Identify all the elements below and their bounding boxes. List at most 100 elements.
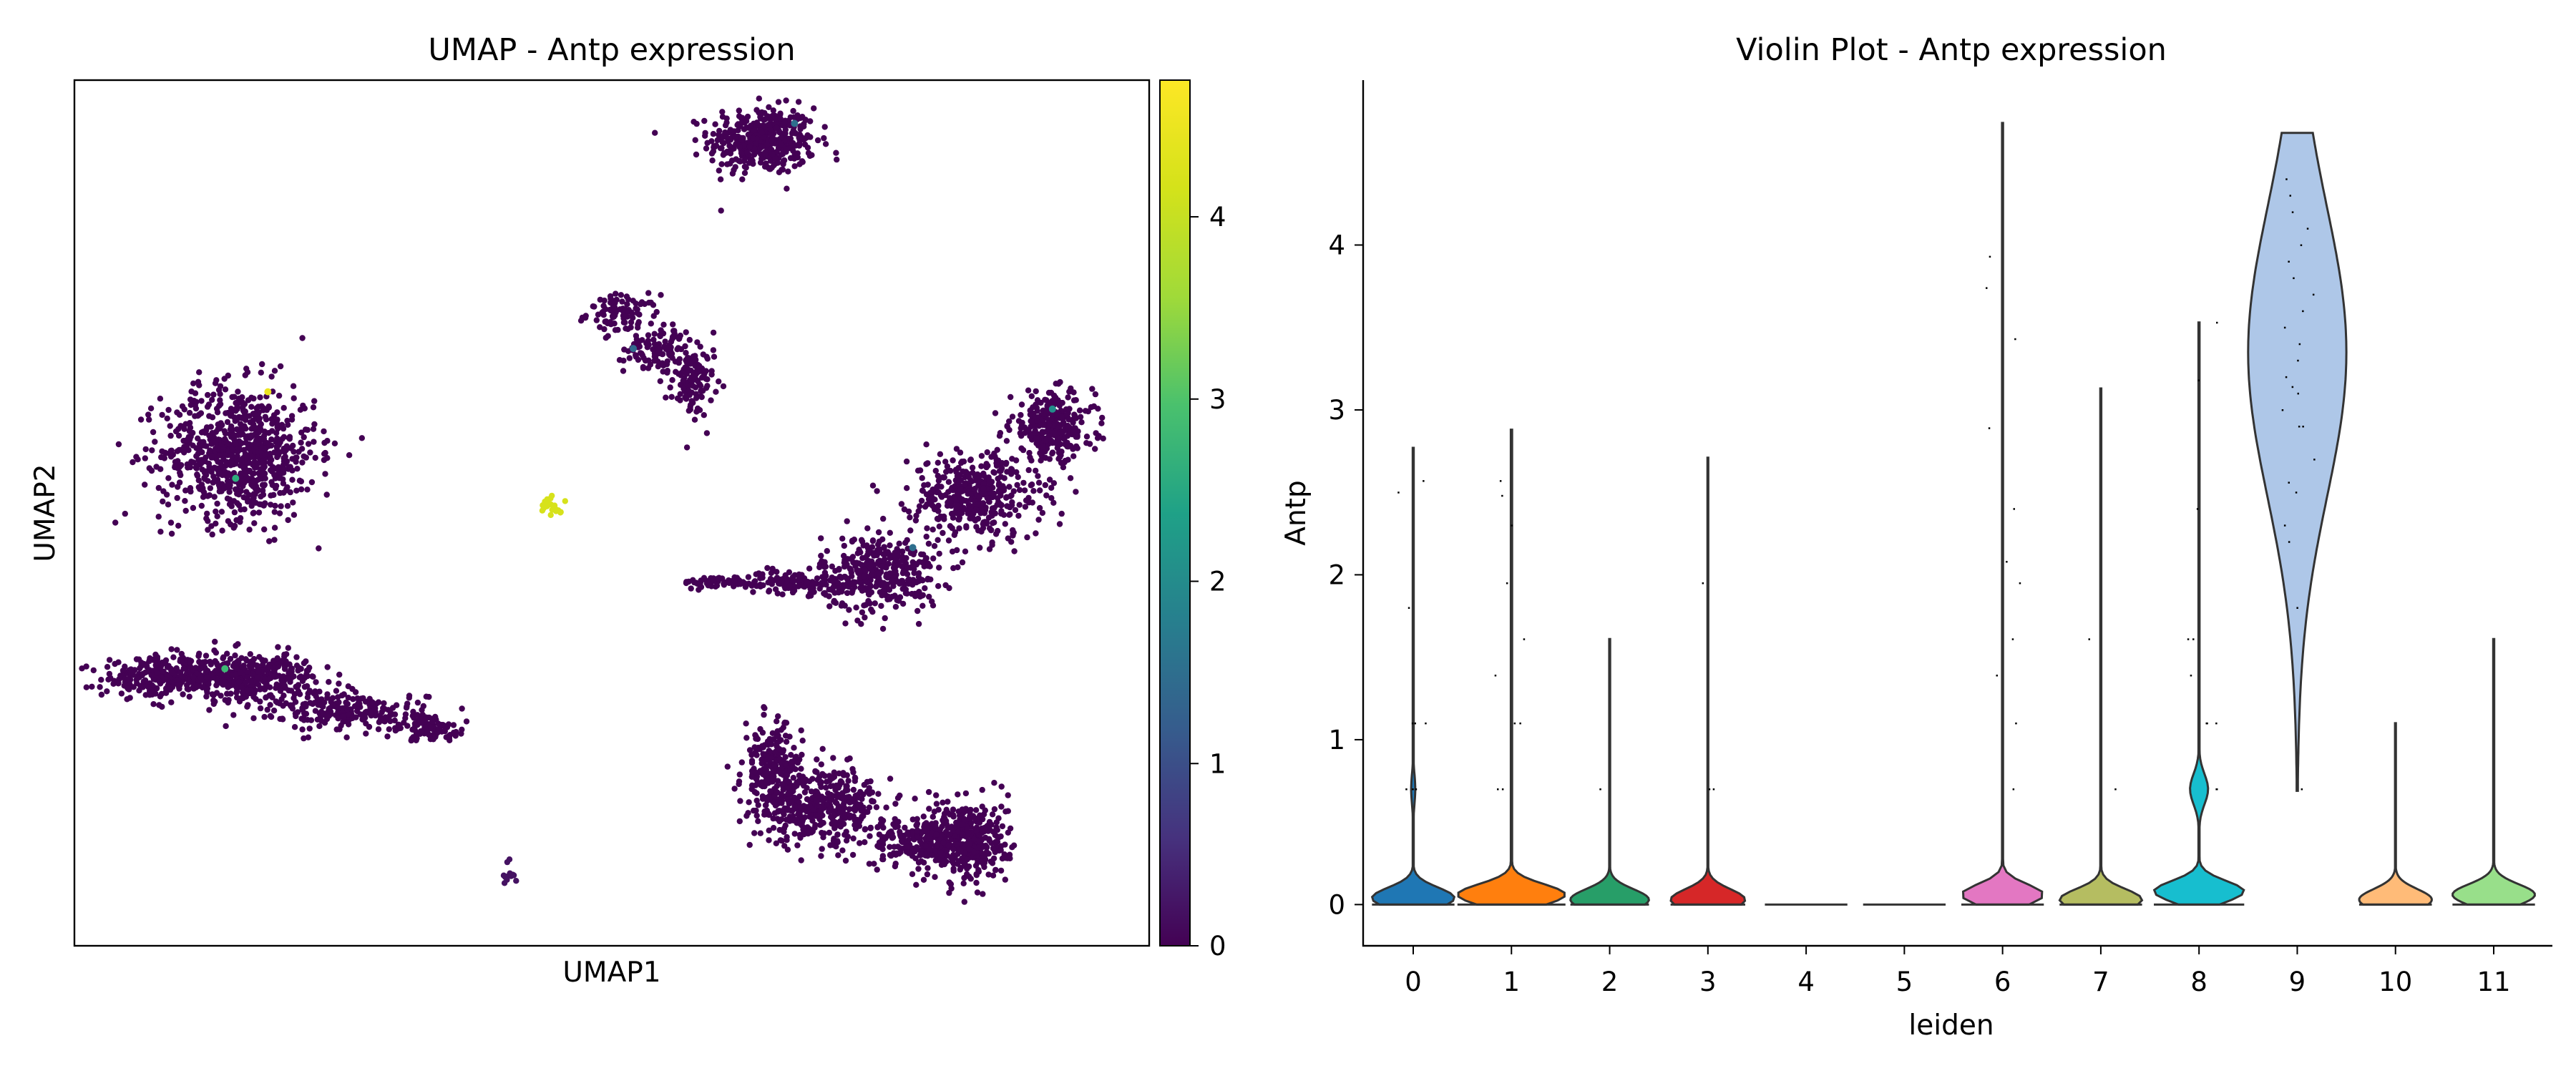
umap-point [210, 692, 217, 698]
umap-point [192, 405, 200, 412]
umap-point [160, 488, 167, 494]
umap-point [909, 871, 916, 878]
umap-point [1048, 416, 1055, 422]
umap-point [229, 672, 235, 678]
umap-point [250, 655, 258, 662]
umap-point [906, 576, 912, 582]
umap-point [1089, 386, 1096, 392]
umap-point [1070, 453, 1077, 459]
umap-point [1024, 534, 1030, 541]
umap-point [674, 395, 681, 402]
umap-point [289, 705, 296, 712]
umap-point [182, 507, 189, 514]
umap-point [776, 745, 783, 753]
umap-point [915, 570, 922, 577]
umap-point [778, 142, 784, 148]
umap-point [811, 824, 818, 831]
umap-point [970, 469, 976, 476]
umap-point [1035, 479, 1043, 486]
umap-point [1060, 419, 1067, 426]
umap-point [345, 683, 351, 690]
umap-point [198, 398, 205, 404]
umap-point [795, 583, 801, 590]
umap-point [892, 568, 898, 574]
umap-point [601, 326, 608, 333]
umap-point [807, 812, 814, 818]
umap-point [916, 503, 923, 509]
umap-point [855, 801, 862, 808]
umap-point [804, 796, 811, 803]
umap-point [1054, 411, 1060, 418]
umap-point [1092, 391, 1099, 398]
umap-point [790, 107, 796, 114]
umap-point [424, 730, 431, 736]
umap-point [235, 678, 243, 685]
umap-point [253, 696, 259, 703]
umap-point [187, 488, 194, 495]
umap-point [427, 723, 434, 730]
umap-point [208, 424, 214, 430]
umap-point [355, 700, 361, 707]
umap-point [1046, 476, 1053, 483]
umap-point [195, 484, 202, 491]
umap-point [1043, 408, 1050, 414]
umap-point [883, 573, 889, 580]
umap-point [858, 621, 864, 627]
umap-point [978, 463, 985, 469]
umap-point [919, 475, 925, 481]
umap-point [880, 515, 887, 522]
umap-point [798, 727, 804, 734]
umap-point [278, 503, 284, 509]
umap-point [762, 116, 769, 122]
umap-point [775, 713, 781, 720]
umap-point [265, 430, 272, 436]
umap-point [770, 768, 777, 775]
umap-point [997, 468, 1004, 474]
umap-point [250, 479, 256, 485]
umap-point [235, 388, 241, 395]
umap-point [233, 426, 240, 433]
umap-point [577, 318, 585, 324]
umap-point [983, 461, 990, 467]
umap-point [352, 689, 359, 695]
umap-point [728, 146, 735, 153]
umap-point [324, 713, 331, 720]
umap-point [667, 384, 673, 391]
umap-point [463, 718, 470, 725]
umap-point [920, 876, 927, 884]
umap-point [1070, 419, 1076, 426]
umap-point [812, 768, 819, 775]
umap-point [932, 467, 940, 474]
umap-point [340, 718, 346, 725]
umap-point [216, 403, 223, 409]
umap-point [278, 677, 285, 683]
umap-point [696, 368, 702, 375]
umap-point [322, 449, 328, 456]
umap-point [936, 523, 943, 529]
umap-point [824, 548, 831, 554]
umap-point [368, 710, 375, 717]
umap-point [645, 290, 652, 296]
umap-point [209, 414, 216, 421]
umap-point [359, 716, 366, 723]
umap-point [375, 726, 382, 733]
umap-point [779, 591, 786, 597]
umap-point [801, 831, 807, 838]
umap-point [125, 676, 132, 683]
umap-point [811, 105, 817, 112]
umap-point [197, 665, 204, 672]
umap-point [130, 459, 136, 466]
umap-point [199, 684, 206, 691]
umap-point [289, 476, 296, 483]
umap-point [959, 559, 966, 566]
umap-point [935, 472, 942, 479]
umap-point [686, 407, 692, 414]
umap-point [645, 365, 652, 371]
umap-point [862, 839, 868, 846]
umap-point [198, 460, 205, 466]
umap-point-expressed [232, 474, 240, 482]
umap-point [771, 793, 778, 800]
umap-point [305, 441, 312, 447]
umap-point [902, 824, 908, 831]
umap-point [777, 837, 784, 843]
